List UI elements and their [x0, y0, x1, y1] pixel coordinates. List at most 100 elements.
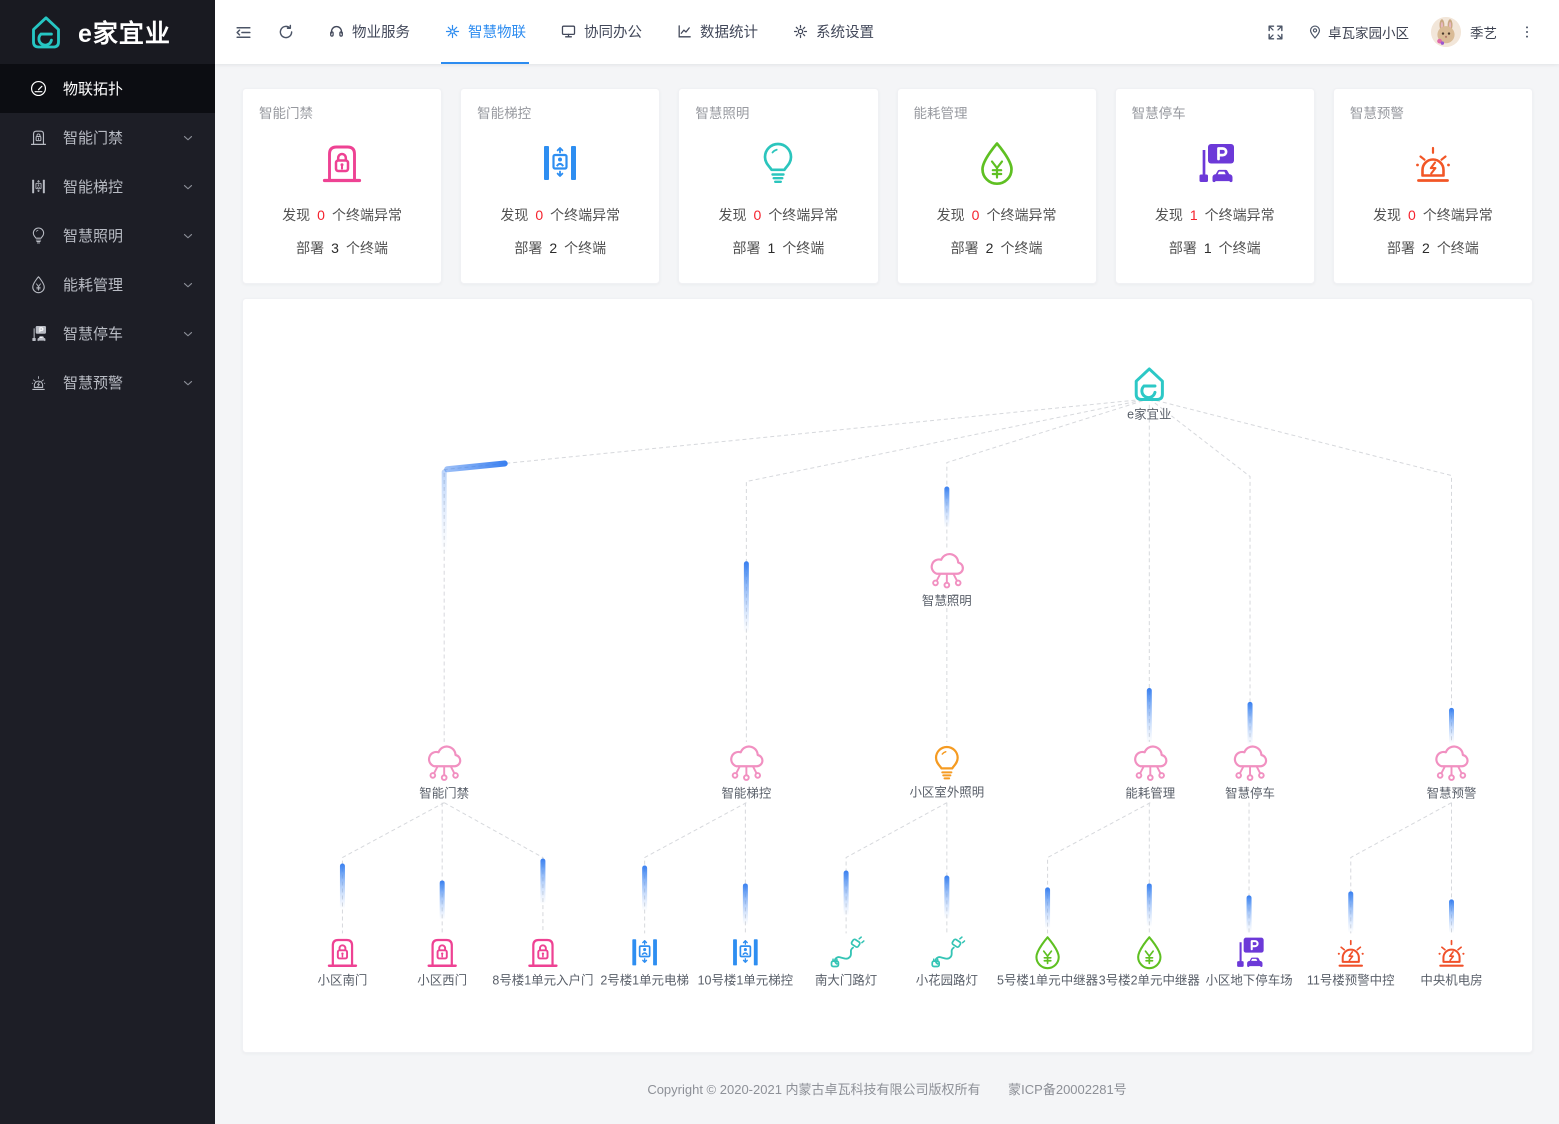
node-label: 智慧照明	[922, 593, 972, 608]
module-card[interactable]: 智慧预警 发现 0 个终端异常 部署 2 个终端	[1332, 88, 1533, 284]
card-deploy-line: 部署 1 个终端	[732, 240, 825, 256]
more-menu-icon[interactable]	[1519, 24, 1535, 40]
nav-tab[interactable]: 智慧物联	[441, 0, 529, 64]
sidebar-item-label: 智能门禁	[63, 130, 124, 147]
node-label: 10号楼1单元梯控	[698, 973, 794, 988]
topology-node[interactable]: 智慧预警	[1427, 745, 1477, 801]
flow-comet	[1247, 701, 1253, 746]
topology-node[interactable]: 8号楼1单元入户门	[492, 938, 593, 988]
menu-fold-icon[interactable]	[234, 23, 253, 42]
card-abnormal-line: 发现 1 个终端异常	[1154, 207, 1275, 223]
sidebar: e家宜业 物联拓扑 智能门禁 智能梯控 智慧照明 能耗管理 智慧停车 智慧预警	[0, 0, 215, 1124]
fullscreen-icon[interactable]	[1266, 23, 1285, 42]
topology-edge	[1350, 802, 1452, 934]
node-label: 8号楼1单元入户门	[492, 973, 593, 988]
elevator-node-icon	[631, 938, 658, 967]
topology-root-node[interactable]: e家宜业	[1127, 367, 1171, 422]
card-abnormal-line: 发现 0 个终端异常	[936, 207, 1057, 223]
cloud-node-icon	[1134, 745, 1168, 782]
node-label: 小区室外照明	[909, 785, 984, 800]
abnormal-count: 0	[753, 207, 762, 223]
flow-comet	[743, 561, 749, 634]
topology-panel: e家宜业 智能门禁 智能梯控 智慧照明 小区室外照明 能耗管理 智慧停车 智慧预警 小区南门 小区…	[242, 298, 1533, 1053]
topology-node[interactable]: 小区室外照明	[909, 745, 984, 800]
card-abnormal-line: 发现 0 个终端异常	[1373, 207, 1493, 223]
topology-node[interactable]: 2号楼1单元电梯	[600, 938, 689, 988]
topology-edge	[443, 398, 1150, 742]
node-label: 2号楼1单元电梯	[600, 973, 689, 988]
deployed-count: 2	[985, 240, 994, 256]
refresh-icon[interactable]	[277, 23, 295, 41]
node-label: 11号楼预警中控	[1307, 973, 1395, 988]
module-card[interactable]: 智能门禁 发现 0 个终端异常 部署 3 个终端	[242, 88, 443, 284]
card-title: 智能门禁	[259, 106, 313, 121]
topology-node[interactable]: 能耗管理	[1125, 745, 1176, 801]
nav-tab[interactable]: 协同办公	[557, 0, 645, 64]
plug-node-icon	[931, 936, 966, 968]
sidebar-item-icon	[29, 275, 48, 294]
footer: Copyright © 2020-2021 内蒙古卓瓦科技有限公司版权所有 蒙I…	[215, 1053, 1559, 1098]
topology-node[interactable]: 5号楼1单元中继器	[997, 936, 1099, 988]
topology-node[interactable]: 智慧停车	[1225, 745, 1275, 801]
nav-tab-icon	[328, 23, 345, 40]
sidebar-item[interactable]: 智慧预警	[0, 358, 215, 407]
topology-node[interactable]: 小区南门	[318, 938, 368, 988]
topology-node[interactable]: 小花园路灯	[916, 936, 978, 988]
topology-node[interactable]: 智慧照明	[922, 552, 972, 608]
sidebar-item[interactable]: 智慧照明	[0, 211, 215, 260]
topology-node[interactable]: 智能梯控	[721, 745, 771, 801]
module-card[interactable]: 智慧照明 发现 0 个终端异常 部署 1 个终端	[678, 88, 879, 284]
module-card[interactable]: 智慧停车 发现 1 个终端异常 部署 1 个终端	[1114, 88, 1315, 284]
topology-edge	[1149, 398, 1453, 742]
card-module-icon	[318, 139, 366, 187]
community-selector[interactable]: 卓瓦家园小区	[1307, 22, 1409, 42]
card-module-icon	[1409, 139, 1457, 187]
node-label: 智能梯控	[721, 786, 771, 801]
abnormal-count: 0	[535, 207, 544, 223]
sidebar-item[interactable]: 智能梯控	[0, 162, 215, 211]
drop-node-icon	[1137, 936, 1162, 970]
topology-node[interactable]: 11号楼预警中控	[1307, 939, 1395, 988]
user-menu[interactable]: 季艺	[1431, 17, 1497, 47]
flow-comet	[1045, 887, 1051, 930]
topology-node[interactable]: 智能门禁	[419, 745, 469, 801]
deployed-count: 2	[1422, 240, 1430, 256]
brand-logo[interactable]: e家宜业	[0, 0, 215, 64]
node-label: 3号楼2单元中继器	[1099, 973, 1201, 988]
flow-comet	[1449, 899, 1454, 934]
node-label: e家宜业	[1127, 407, 1171, 422]
flow-comet	[944, 875, 950, 920]
sidebar-item[interactable]: 物联拓扑	[0, 64, 215, 113]
chevron-down-icon	[181, 229, 195, 243]
location-pin-icon	[1307, 24, 1323, 40]
topology-node[interactable]: 小区西门	[417, 938, 467, 988]
nav-tab[interactable]: 系统设置	[789, 0, 877, 64]
topology-node[interactable]: 3号楼2单元中继器	[1099, 936, 1201, 988]
card-title: 智慧停车	[1131, 106, 1186, 121]
topology-node[interactable]: 小区地下停车场	[1205, 936, 1293, 988]
card-title: 智慧预警	[1349, 106, 1404, 121]
drop-node-icon	[1035, 936, 1060, 970]
card-abnormal-line: 发现 0 个终端异常	[718, 207, 839, 223]
flow-comet	[642, 865, 648, 912]
topbar-right: 卓瓦家园小区	[1266, 17, 1535, 47]
topbar: 物业服务 智慧物联 协同办公 数据统计 系统设置 卓瓦家园小区	[215, 0, 1559, 64]
sidebar-item[interactable]: 智能门禁	[0, 113, 215, 162]
sidebar-item[interactable]: 能耗管理	[0, 260, 215, 309]
card-module-icon	[536, 139, 584, 187]
topology-node[interactable]: 中央机电房	[1420, 939, 1483, 988]
nav-tab-label: 协同办公	[584, 24, 642, 41]
sidebar-item[interactable]: 智慧停车	[0, 309, 215, 358]
deployed-count: 1	[767, 240, 776, 256]
module-card[interactable]: 智能梯控 发现 0 个终端异常 部署 2 个终端	[460, 88, 661, 284]
node-label: 小区地下停车场	[1205, 973, 1292, 988]
topology-node[interactable]: 南大门路灯	[815, 936, 877, 988]
nav-tab[interactable]: 物业服务	[325, 0, 413, 64]
nav-tab[interactable]: 数据统计	[673, 0, 761, 64]
module-card[interactable]: 能耗管理 发现 0 个终端异常 部署 2 个终端	[896, 88, 1097, 284]
topology-node[interactable]: 10号楼1单元梯控	[698, 938, 794, 988]
flow-comet	[944, 486, 950, 529]
